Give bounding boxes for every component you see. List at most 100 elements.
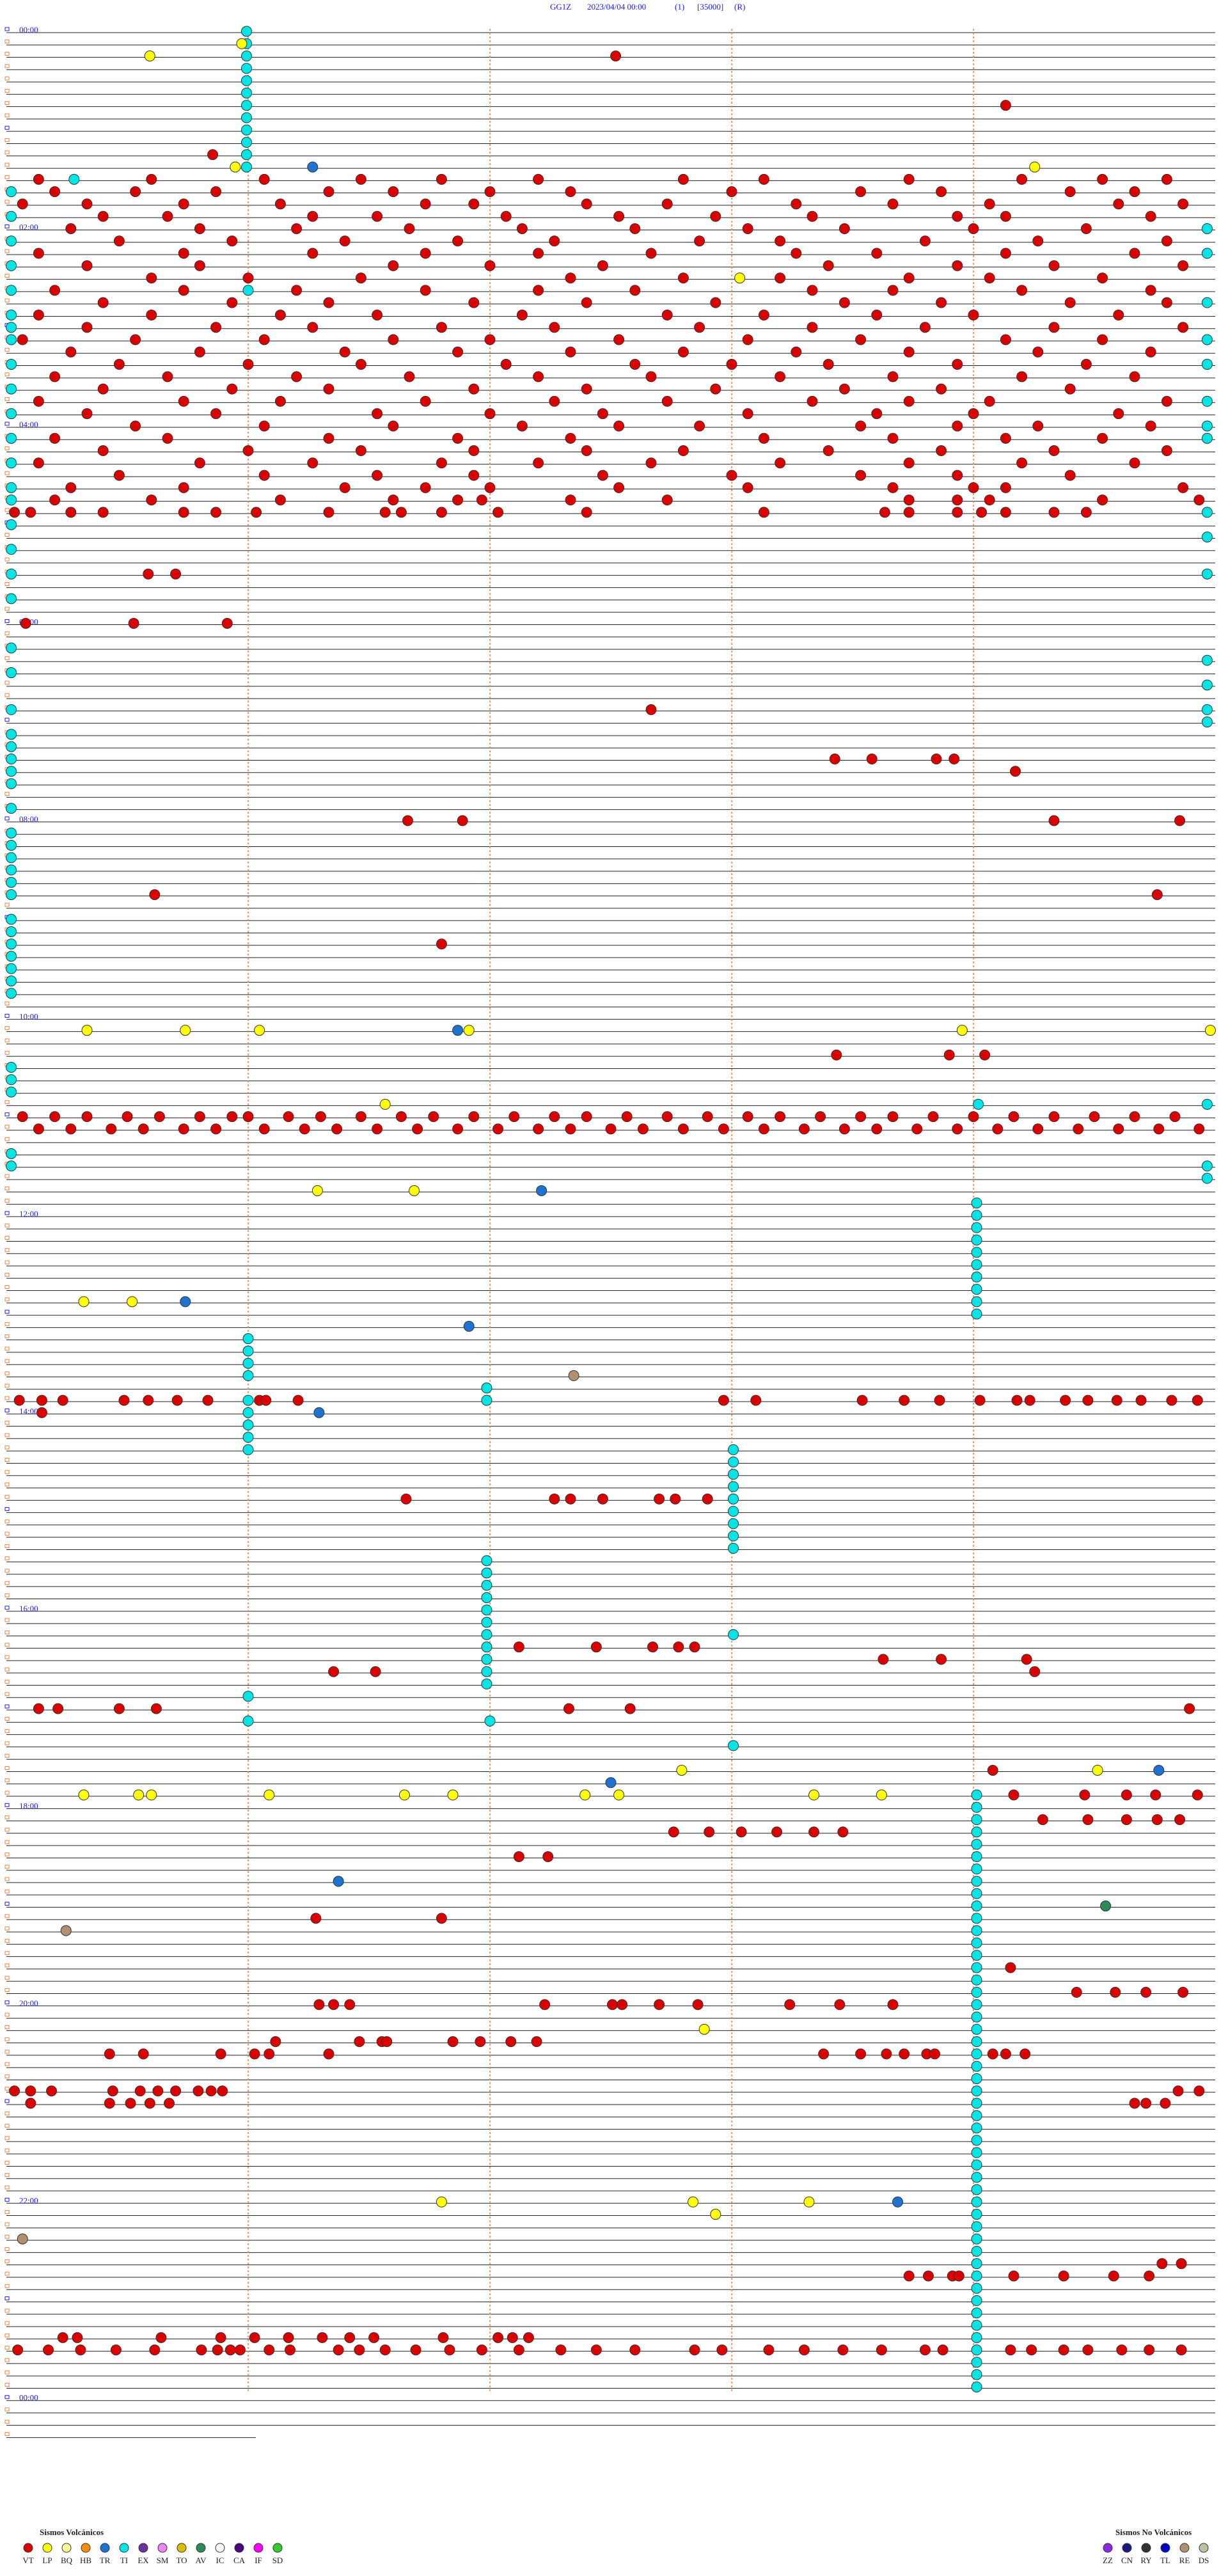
event-vt xyxy=(597,408,608,420)
event-lp xyxy=(1204,1025,1216,1036)
event-vt xyxy=(33,1123,44,1135)
line-start-marker xyxy=(4,816,10,821)
legend-code: SD xyxy=(272,2556,283,2565)
event-vt xyxy=(436,173,447,185)
line-start-marker xyxy=(4,2050,10,2054)
event-vt xyxy=(613,334,625,345)
event-vt xyxy=(1008,1789,1019,1801)
line-start-marker xyxy=(4,1741,10,1746)
line-start-marker xyxy=(4,1704,10,1709)
event-vt xyxy=(903,494,915,506)
event-vt xyxy=(1010,766,1021,777)
event-vt xyxy=(1032,235,1044,247)
event-vt xyxy=(436,322,447,333)
event-vt xyxy=(178,248,189,259)
event-vt xyxy=(420,198,431,210)
event-ti xyxy=(971,2282,982,2294)
legend-swatch xyxy=(196,2543,206,2553)
event-ti xyxy=(971,2147,982,2158)
event-tr xyxy=(307,161,319,173)
event-vt xyxy=(149,889,161,901)
event-vt xyxy=(178,395,189,407)
event-vt xyxy=(452,235,464,247)
event-vt xyxy=(355,173,366,185)
event-vt xyxy=(402,815,413,826)
event-vt xyxy=(704,1826,715,1838)
event-vt xyxy=(791,346,802,358)
event-vt xyxy=(834,1999,846,2011)
time-label: 10:00 xyxy=(19,1011,38,1021)
line-start-marker xyxy=(4,1519,10,1524)
event-vt xyxy=(645,704,657,715)
line-start-marker xyxy=(4,1408,10,1412)
event-ti xyxy=(240,51,252,62)
event-ti xyxy=(971,2011,982,2023)
event-vt xyxy=(372,408,383,420)
event-ti xyxy=(6,322,17,333)
event-ti xyxy=(971,2369,982,2380)
event-vt xyxy=(57,2332,68,2343)
line-start-marker xyxy=(4,1926,10,1931)
event-vt xyxy=(171,1395,183,1406)
event-vt xyxy=(936,445,947,457)
line-start-marker xyxy=(4,1865,10,1869)
event-vt xyxy=(162,432,173,444)
event-vt xyxy=(410,2344,421,2356)
event-vt xyxy=(17,198,28,210)
line-start-marker xyxy=(4,2210,10,2215)
event-vt xyxy=(1048,260,1060,271)
legend-code: RE xyxy=(1179,2556,1190,2565)
legend-code: ZZ xyxy=(1103,2556,1113,2565)
legend-swatch xyxy=(234,2543,244,2553)
event-vt xyxy=(979,1049,991,1061)
line-start-marker xyxy=(4,2160,10,2165)
event-ti xyxy=(973,1098,984,1110)
event-vt xyxy=(1145,346,1156,358)
event-vt xyxy=(533,173,544,185)
event-vt xyxy=(887,482,899,493)
event-ti xyxy=(6,642,17,654)
event-ti xyxy=(240,124,252,136)
event-vt xyxy=(492,2332,504,2343)
event-vt xyxy=(637,1123,649,1135)
event-vt xyxy=(903,173,915,185)
event-ti xyxy=(6,210,17,222)
event-vt xyxy=(194,223,205,234)
event-vt xyxy=(758,507,769,518)
event-lp xyxy=(180,1025,191,1036)
event-ti xyxy=(6,778,17,789)
line-start-marker xyxy=(4,557,10,562)
line-start-marker xyxy=(4,1803,10,1807)
event-ti xyxy=(6,568,17,580)
line-start-marker xyxy=(4,1482,10,1487)
legend-code: RY xyxy=(1140,2556,1152,2565)
event-vt xyxy=(1016,285,1028,296)
event-vt xyxy=(146,494,157,506)
legend-code: IC xyxy=(216,2556,224,2565)
scale: [35000] xyxy=(697,2,723,12)
line-start-marker xyxy=(4,1371,10,1376)
legend-swatch xyxy=(138,2543,148,2553)
event-vt xyxy=(742,482,753,493)
event-vt xyxy=(871,309,883,320)
event-vt xyxy=(718,1395,729,1406)
event-vt xyxy=(210,322,222,333)
event-lp xyxy=(133,1789,145,1801)
event-vt xyxy=(444,2344,455,2356)
line-start-marker xyxy=(4,1963,10,1968)
event-lp xyxy=(579,1789,591,1801)
event-vt xyxy=(379,2344,391,2356)
event-vt xyxy=(484,408,496,420)
event-ti xyxy=(6,926,17,937)
event-vt xyxy=(468,1111,480,1123)
event-vt xyxy=(395,507,407,518)
event-vt xyxy=(138,2048,149,2060)
event-vt xyxy=(1192,1789,1203,1801)
event-vt xyxy=(919,322,931,333)
line-start-marker xyxy=(4,1877,10,1881)
line-start-marker xyxy=(4,1729,10,1734)
event-vt xyxy=(130,420,141,432)
event-vt xyxy=(1177,1987,1189,1998)
